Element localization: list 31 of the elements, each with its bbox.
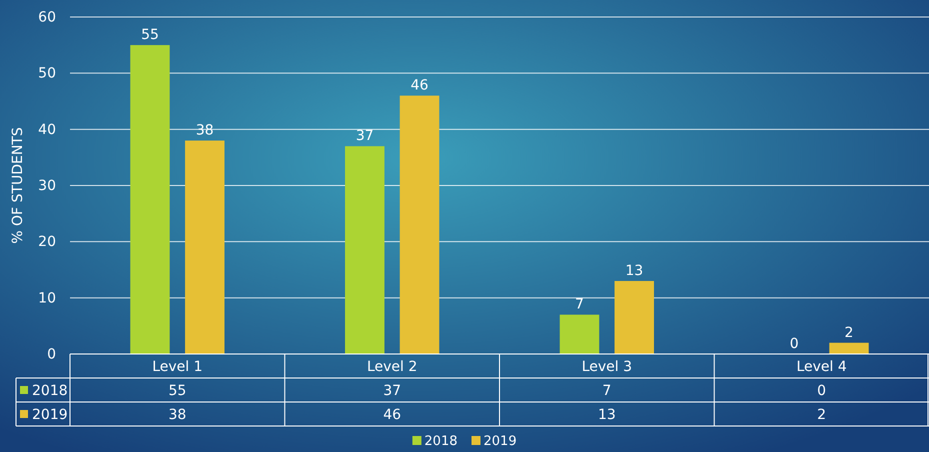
y-tick-label: 40 <box>38 122 56 138</box>
data-label: 37 <box>383 383 402 399</box>
y-tick-label: 10 <box>38 290 56 306</box>
data-label: 38 <box>168 407 186 423</box>
annotation: 13 <box>625 262 644 279</box>
x-tick-label: Level 4 <box>796 359 847 375</box>
annotation: 37 <box>356 128 374 144</box>
x-tick-label: Level 2 <box>366 359 418 375</box>
annotation: 46 <box>410 78 429 94</box>
annotation: 7 <box>575 296 584 313</box>
data-label: 55 <box>168 383 186 399</box>
x-tick-label: Level 3 <box>582 359 632 375</box>
annotation: 0 <box>790 336 799 352</box>
y-axis-title: % OF STUDENTS <box>10 127 26 244</box>
text: 2018 <box>424 434 458 449</box>
data-label: 7 <box>602 383 612 399</box>
legend-label: 2019 <box>484 434 517 449</box>
data-label: 46 <box>383 407 402 423</box>
y-tick-label: 60 <box>38 9 56 26</box>
annotation: 2 <box>844 324 854 341</box>
text: 2019 <box>32 407 68 423</box>
data-label: 0 <box>817 383 826 399</box>
data-label: 2 <box>817 407 826 423</box>
y-tick-label: 0 <box>47 346 56 362</box>
y-tick-label: 20 <box>38 234 56 250</box>
data-label: 13 <box>598 407 616 423</box>
y-tick-label: 50 <box>38 66 56 82</box>
y-tick-label: 30 <box>38 178 56 194</box>
annotation: 55 <box>141 27 159 44</box>
x-tick-label: Level 1 <box>152 359 203 375</box>
legend-label: 2018 <box>32 383 68 399</box>
